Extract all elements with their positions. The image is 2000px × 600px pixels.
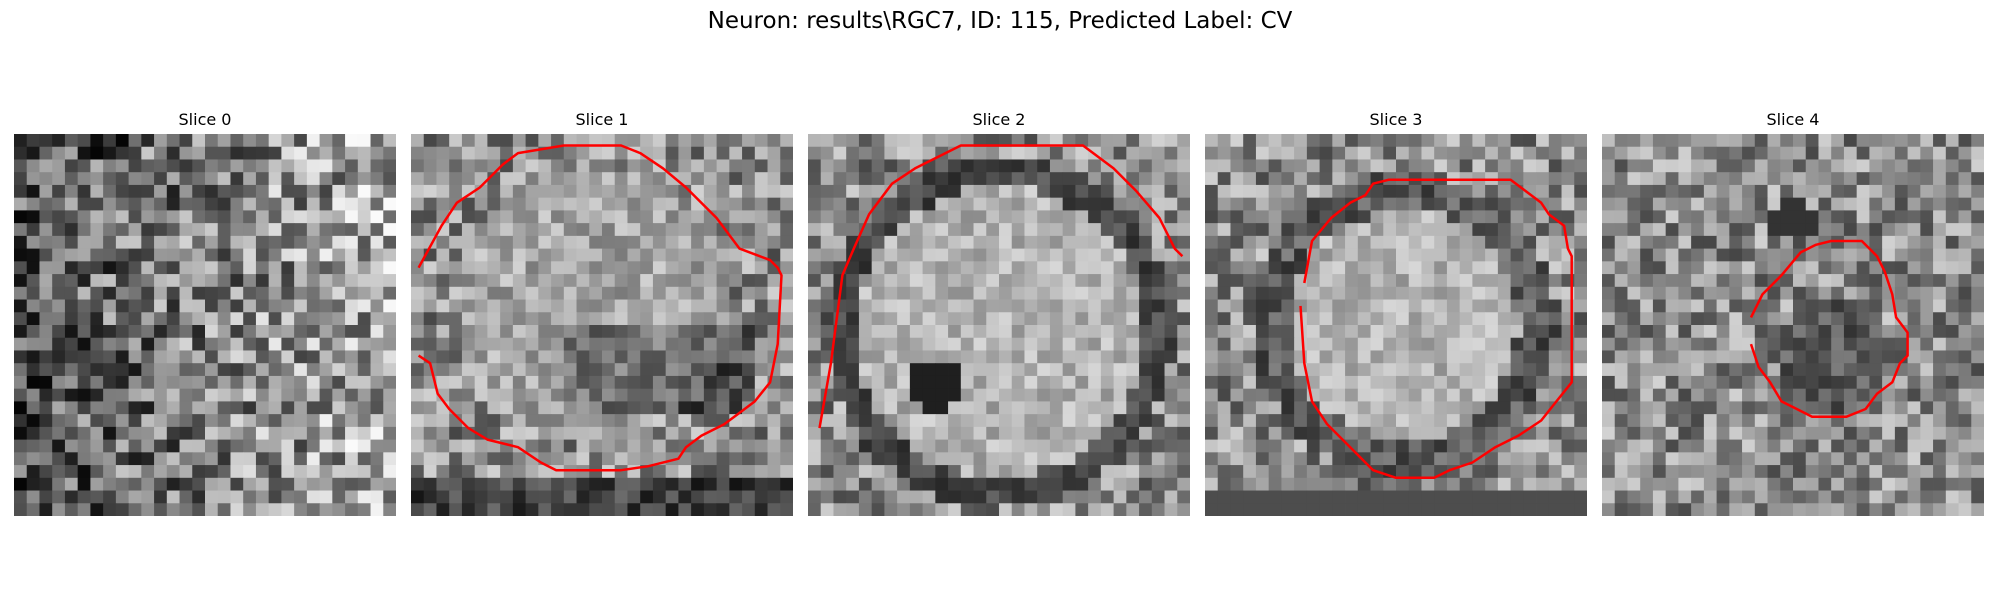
slice-image [1602,134,1984,516]
slice-image [1205,134,1587,516]
slice-title: Slice 2 [808,110,1190,129]
pixel-grid [808,134,1190,516]
slice-panel-2: Slice 2 [808,110,1190,522]
figure-title: Neuron: results\RGC7, ID: 115, Predicted… [0,8,2000,34]
pixel-grid [1602,134,1984,516]
slice-title: Slice 3 [1205,110,1587,129]
slice-title: Slice 0 [14,110,396,129]
slice-panel-0: Slice 0 [14,110,396,522]
slice-panel-4: Slice 4 [1602,110,1984,522]
slice-title: Slice 1 [411,110,793,129]
slice-image [14,134,396,516]
pixel-grid [14,134,396,516]
slice-title: Slice 4 [1602,110,1984,129]
pixel-grid [411,134,793,516]
slice-panel-3: Slice 3 [1205,110,1587,522]
slice-image [411,134,793,516]
slice-image [808,134,1190,516]
pixel-grid [1205,134,1587,516]
slice-panel-1: Slice 1 [411,110,793,522]
